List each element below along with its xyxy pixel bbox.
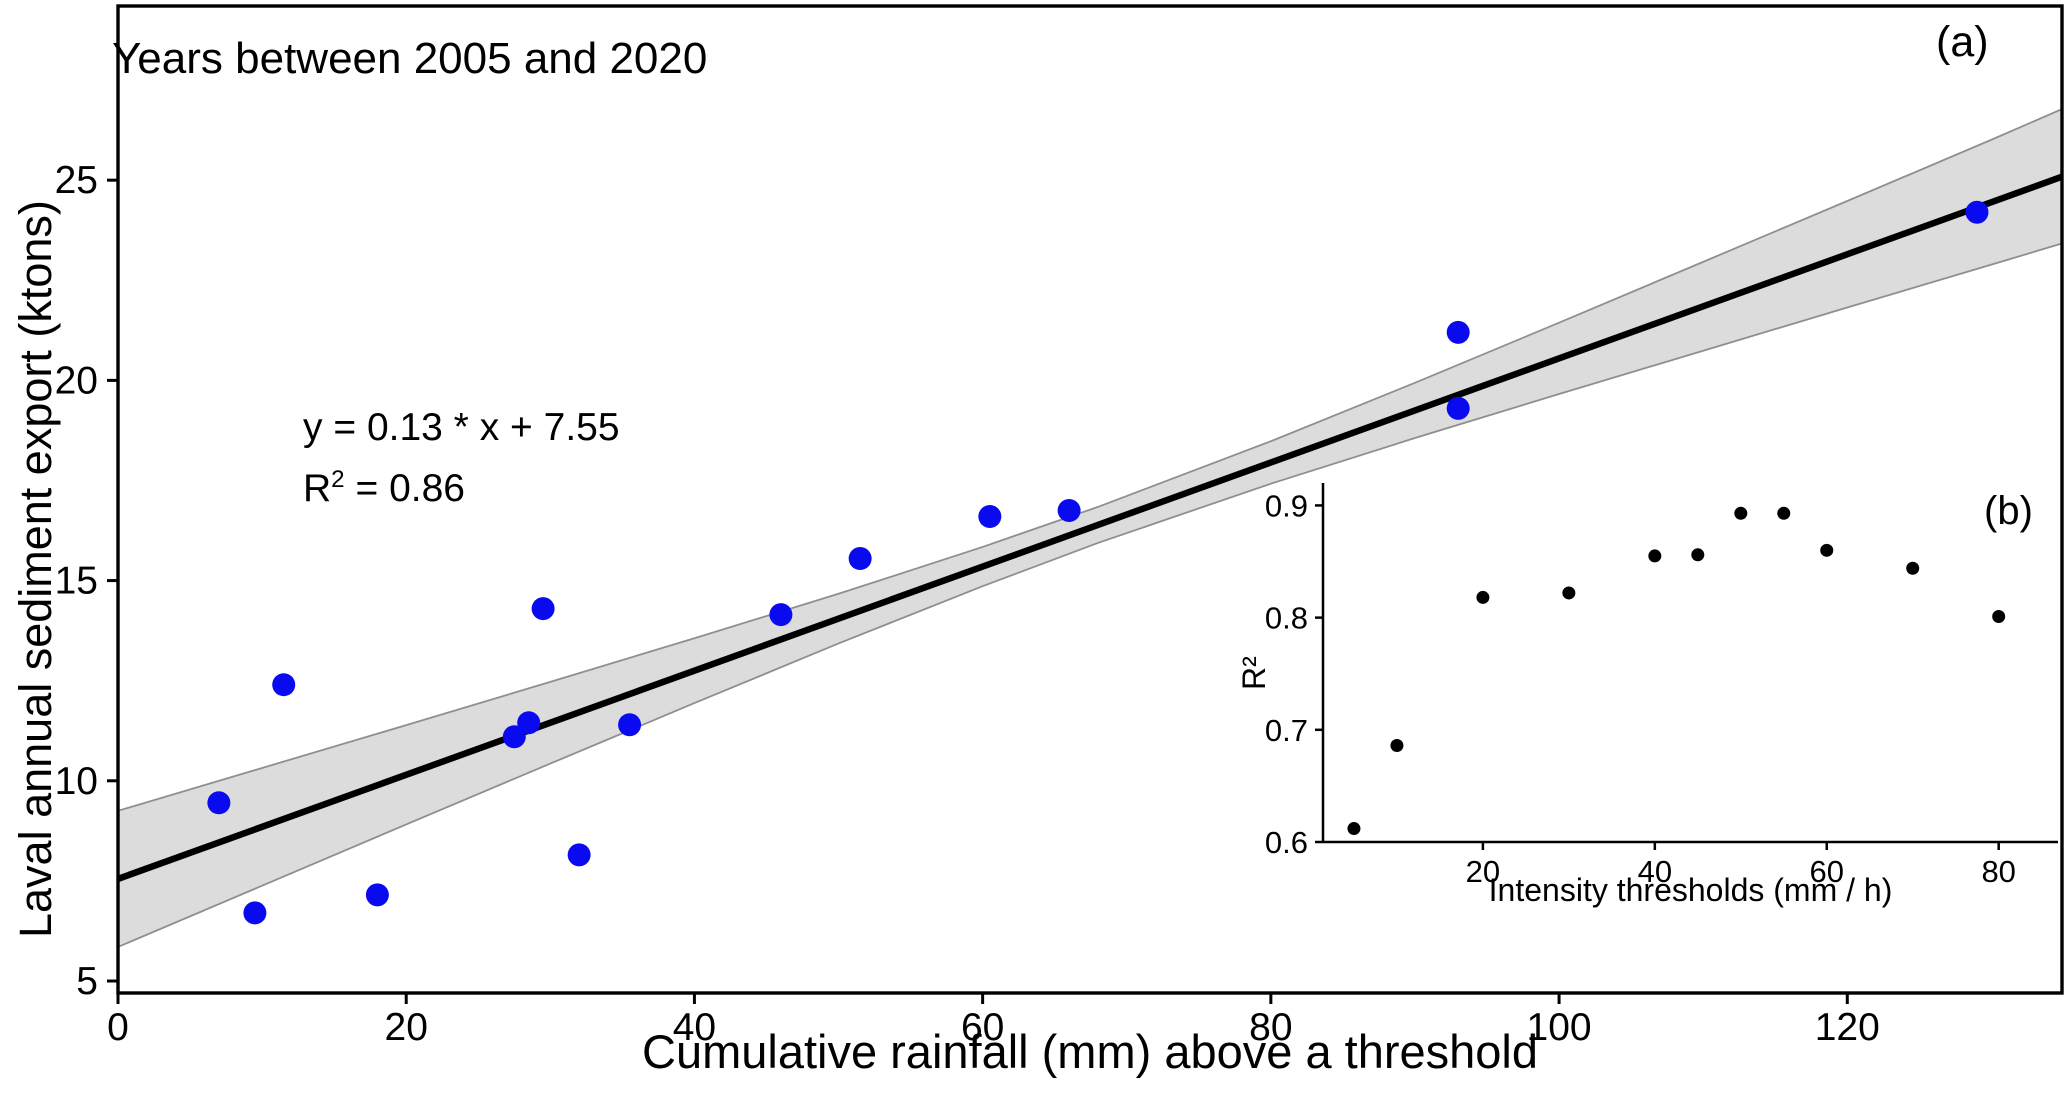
regression-line [118, 173, 2062, 882]
y-tick-label: 10 [55, 760, 98, 803]
scatter-point [531, 597, 555, 621]
yaxis-label-main: Laval annual sediment export (ktons) [10, 200, 61, 938]
x-tick-label: 120 [1815, 1006, 1880, 1049]
x-tick-label: 0 [107, 1006, 129, 1049]
inset-scatter-point [1562, 586, 1576, 600]
inset-scatter-point [1691, 548, 1705, 562]
x-tick-label: 80 [1249, 1006, 1292, 1049]
xaxis-label-main: Cumulative rainfall (mm) above a thresho… [642, 1025, 1538, 1078]
inset-scatter-point [1648, 549, 1662, 563]
main-axes-box [116, 4, 2064, 995]
y-tick-label: 15 [55, 560, 98, 603]
y-tick-label: 20 [55, 359, 98, 402]
y-tick-label: 5 [76, 960, 98, 1003]
inset-x-tick-label: 40 [1638, 854, 1672, 889]
scatter-point [502, 725, 526, 749]
fit-r2-line: R2 = 0.86 [303, 454, 620, 515]
scatter-point [618, 713, 642, 737]
inset-x-tick-label: 80 [1981, 854, 2015, 889]
inset-scatter-point [1390, 739, 1404, 753]
scatter-point [978, 505, 1002, 529]
fit-equation-block: y = 0.13 * x + 7.55 R2 = 0.86 [303, 402, 620, 515]
scatter-point [365, 883, 389, 907]
panel-label-a: (a) [1936, 18, 1989, 66]
inset-scatter-point [1992, 610, 2006, 624]
x-tick-label: 100 [1527, 1006, 1592, 1049]
scatter-point [769, 603, 793, 627]
scatter-point [567, 843, 591, 867]
inset-x-tick-label: 60 [1810, 854, 1844, 889]
xaxis-label-inset: Intensity thresholds (mm / h) [1488, 872, 1893, 908]
scatter-point [1446, 320, 1470, 344]
confidence-band-lower-edge [118, 242, 2062, 948]
main-plot-layer [118, 108, 2062, 948]
r2-value: = 0.86 [344, 467, 465, 510]
x-tick-label: 60 [961, 1006, 1004, 1049]
yaxis-label-inset: R² [1236, 656, 1272, 690]
scatter-point [1446, 396, 1470, 420]
scatter-point [272, 673, 296, 697]
scatter-point [243, 901, 267, 925]
confidence-band-upper-edge [118, 108, 2062, 812]
inset-scatter-point [1734, 506, 1748, 520]
inset-y-tick-label: 0.8 [1265, 601, 1308, 636]
inset-scatter-point [1476, 590, 1490, 604]
x-tick-label: 40 [673, 1006, 716, 1049]
scatter-point [1057, 499, 1081, 523]
fit-equation-line: y = 0.13 * x + 7.55 [303, 406, 620, 449]
r2-sup: 2 [331, 466, 345, 493]
years-range-annotation: Years between 2005 and 2020 [112, 34, 708, 83]
panel-label-b: (b) [1984, 489, 2033, 533]
inset-scatter-point [1777, 506, 1791, 520]
r2-base: R [303, 467, 332, 510]
scatter-point [517, 711, 541, 735]
inset-y-tick-label: 0.9 [1265, 488, 1308, 523]
inset-scatter-point [1906, 561, 1920, 575]
x-tick-label: 20 [385, 1006, 428, 1049]
inset-scatter-point [1820, 543, 1834, 557]
scatter-point [848, 547, 872, 571]
inset-y-tick-label: 0.7 [1265, 713, 1308, 748]
scatter-point [207, 791, 231, 815]
inset-y-tick-label: 0.6 [1265, 825, 1308, 860]
inset-scatter-point [1347, 822, 1361, 836]
inset-x-tick-label: 20 [1466, 854, 1500, 889]
scatter-point [1965, 200, 1989, 224]
y-tick-label: 25 [55, 159, 98, 202]
